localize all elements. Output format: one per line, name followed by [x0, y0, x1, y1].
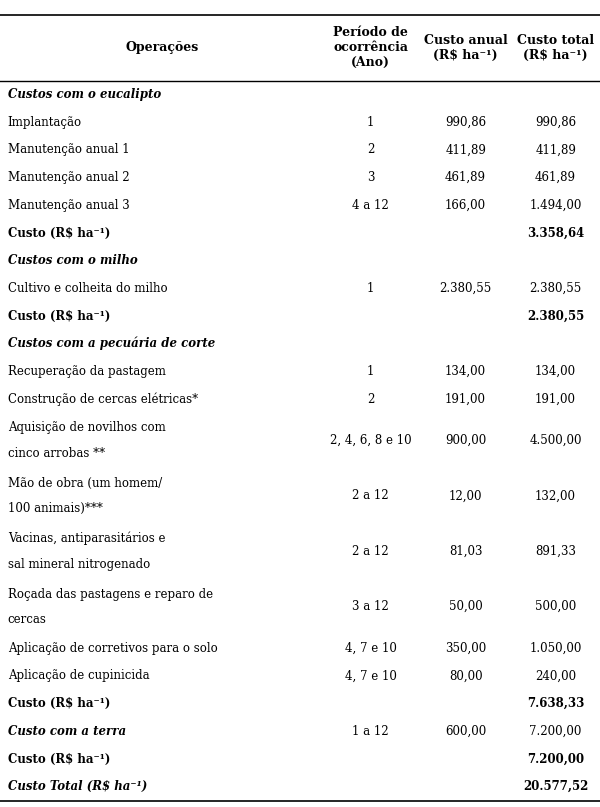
Text: 12,00: 12,00: [449, 490, 482, 503]
Text: 50,00: 50,00: [449, 600, 482, 613]
Text: 4 a 12: 4 a 12: [352, 199, 389, 211]
Text: 411,89: 411,89: [535, 144, 576, 157]
Text: 1 a 12: 1 a 12: [352, 725, 389, 738]
Text: Construção de cercas elétricas*: Construção de cercas elétricas*: [8, 392, 198, 406]
Text: 191,00: 191,00: [535, 392, 576, 406]
Text: Custo (R$ ha⁻¹): Custo (R$ ha⁻¹): [8, 752, 110, 766]
Text: 4.500,00: 4.500,00: [529, 434, 582, 447]
Text: 80,00: 80,00: [449, 670, 482, 683]
Text: 2 a 12: 2 a 12: [352, 545, 389, 558]
Text: cercas: cercas: [8, 613, 47, 626]
Text: Aplicação de corretivos para o solo: Aplicação de corretivos para o solo: [8, 642, 218, 654]
Text: 2.380,55: 2.380,55: [527, 310, 584, 323]
Text: 20.577,52: 20.577,52: [523, 780, 588, 793]
Text: 2, 4, 6, 8 e 10: 2, 4, 6, 8 e 10: [329, 434, 412, 447]
Text: 166,00: 166,00: [445, 199, 486, 211]
Text: Custo (R$ ha⁻¹): Custo (R$ ha⁻¹): [8, 227, 110, 240]
Text: 2 a 12: 2 a 12: [352, 490, 389, 503]
Text: Implantação: Implantação: [8, 115, 82, 129]
Text: sal mineral nitrogenado: sal mineral nitrogenado: [8, 558, 150, 571]
Text: 81,03: 81,03: [449, 545, 482, 558]
Text: 132,00: 132,00: [535, 490, 576, 503]
Text: 411,89: 411,89: [445, 144, 486, 157]
Text: 134,00: 134,00: [535, 365, 576, 378]
Text: Custos com a pecuária de corte: Custos com a pecuária de corte: [8, 337, 215, 350]
Text: Manutenção anual 2: Manutenção anual 2: [8, 171, 130, 184]
Text: 990,86: 990,86: [445, 115, 486, 129]
Text: 3.358,64: 3.358,64: [527, 227, 584, 240]
Text: 4, 7 e 10: 4, 7 e 10: [344, 670, 397, 683]
Text: 2.380,55: 2.380,55: [529, 282, 582, 295]
Text: Operações: Operações: [125, 41, 199, 54]
Text: Aquisição de novilhos com: Aquisição de novilhos com: [8, 421, 166, 434]
Text: Mão de obra (um homem/: Mão de obra (um homem/: [8, 477, 162, 490]
Text: 4, 7 e 10: 4, 7 e 10: [344, 642, 397, 654]
Text: 7.200,00: 7.200,00: [529, 725, 582, 738]
Text: 461,89: 461,89: [535, 171, 576, 184]
Text: Custo Total (R$ ha⁻¹): Custo Total (R$ ha⁻¹): [8, 780, 147, 793]
Text: 134,00: 134,00: [445, 365, 486, 378]
Text: 1: 1: [367, 115, 374, 129]
Text: Roçada das pastagens e reparo de: Roçada das pastagens e reparo de: [8, 587, 213, 600]
Text: 240,00: 240,00: [535, 670, 576, 683]
Text: Custos com o eucalipto: Custos com o eucalipto: [8, 88, 161, 101]
Text: 100 animais)***: 100 animais)***: [8, 502, 103, 515]
Text: Período de
ocorrência
(Ano): Período de ocorrência (Ano): [333, 26, 408, 69]
Text: Vacinas, antiparasitários e: Vacinas, antiparasitários e: [8, 532, 166, 546]
Text: 1: 1: [367, 365, 374, 378]
Text: 7.638,33: 7.638,33: [527, 697, 584, 710]
Text: Manutenção anual 1: Manutenção anual 1: [8, 144, 130, 157]
Text: 891,33: 891,33: [535, 545, 576, 558]
Text: Custo total
(R$ ha⁻¹): Custo total (R$ ha⁻¹): [517, 34, 594, 61]
Text: 3: 3: [367, 171, 374, 184]
Text: Recuperação da pastagem: Recuperação da pastagem: [8, 365, 166, 378]
Text: Cultivo e colheita do milho: Cultivo e colheita do milho: [8, 282, 167, 295]
Text: cinco arrobas **: cinco arrobas **: [8, 447, 105, 460]
Text: 3 a 12: 3 a 12: [352, 600, 389, 613]
Text: 1: 1: [367, 282, 374, 295]
Text: 461,89: 461,89: [445, 171, 486, 184]
Text: 1.494,00: 1.494,00: [529, 199, 582, 211]
Text: 990,86: 990,86: [535, 115, 576, 129]
Text: 900,00: 900,00: [445, 434, 486, 447]
Text: Custo (R$ ha⁻¹): Custo (R$ ha⁻¹): [8, 697, 110, 710]
Text: 500,00: 500,00: [535, 600, 576, 613]
Text: 191,00: 191,00: [445, 392, 486, 406]
Text: Custo anual
(R$ ha⁻¹): Custo anual (R$ ha⁻¹): [424, 34, 508, 61]
Text: 2.380,55: 2.380,55: [439, 282, 492, 295]
Text: 2: 2: [367, 144, 374, 157]
Text: 1.050,00: 1.050,00: [529, 642, 582, 654]
Text: Custo com a terra: Custo com a terra: [8, 725, 126, 738]
Text: Custo (R$ ha⁻¹): Custo (R$ ha⁻¹): [8, 310, 110, 323]
Text: 2: 2: [367, 392, 374, 406]
Text: 600,00: 600,00: [445, 725, 486, 738]
Text: Aplicação de cupinicida: Aplicação de cupinicida: [8, 670, 149, 683]
Text: Custos com o milho: Custos com o milho: [8, 254, 137, 267]
Text: Manutenção anual 3: Manutenção anual 3: [8, 199, 130, 211]
Text: 7.200,00: 7.200,00: [527, 752, 584, 766]
Text: 350,00: 350,00: [445, 642, 486, 654]
